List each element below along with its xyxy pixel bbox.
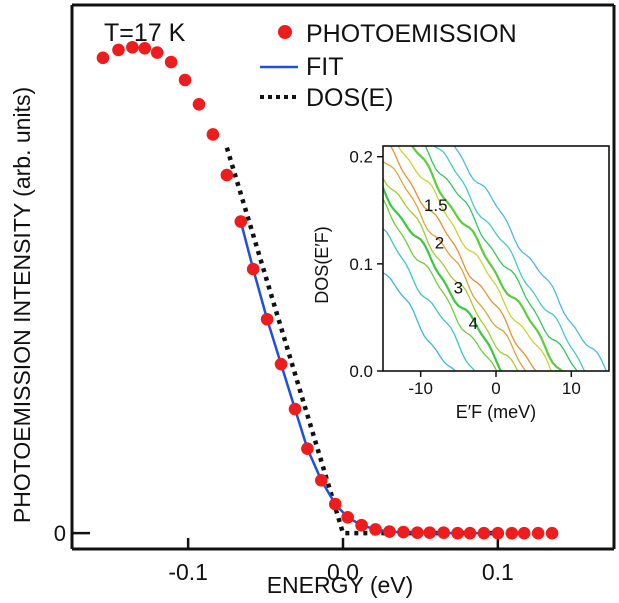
photoemission-point: [206, 128, 220, 141]
legend-marker-photoemission: [278, 25, 292, 39]
photoemission-point: [96, 51, 110, 65]
photoemission-point: [341, 511, 354, 524]
main-y-tick-label: 0: [54, 521, 66, 546]
photoemission-point: [491, 526, 505, 540]
main-x-tick-label: 0.1: [482, 559, 514, 585]
inset-background: [383, 146, 609, 371]
contour-line: [383, 227, 476, 371]
photoemission-point: [477, 526, 491, 540]
photoemission-point: [383, 525, 396, 538]
photoemission-point: [369, 523, 382, 536]
main-x-axis-label: ENERGY (eV): [267, 572, 414, 598]
inset-y-ticks: 0.0 0.1 0.2: [349, 148, 383, 381]
contour-line: [453, 146, 608, 371]
photoemission-point: [411, 526, 424, 539]
photoemission-point: [220, 168, 234, 182]
photoemission-point: [463, 526, 477, 540]
main-x-tick-label: 0.0: [327, 559, 359, 585]
photoemission-point: [328, 497, 342, 511]
contour-line: [383, 160, 527, 371]
photoemission-point: [423, 526, 437, 539]
contour-line: [397, 146, 552, 371]
contour-label: 2: [435, 233, 444, 252]
photoemission-point: [126, 40, 139, 54]
photoemission-point: [164, 55, 178, 69]
photoemission-point: [274, 357, 288, 371]
contour-line: [390, 146, 537, 371]
main-x-tick-label: -0.1: [168, 559, 208, 585]
main-x-ticks: -0.1 0.0 0.1: [168, 538, 514, 585]
contour-line: [383, 197, 498, 371]
photoemission-point: [288, 402, 302, 416]
inset-y-tick-label: 0.2: [349, 148, 373, 167]
photoemission-point: [178, 73, 192, 87]
legend: PHOTOEMISSION FIT DOS(E): [260, 20, 517, 112]
photoemission-point: [260, 312, 274, 326]
inset-x-tick-label: 10: [562, 379, 581, 398]
photoemission-point: [192, 97, 206, 111]
photoemission-point: [112, 43, 125, 57]
photoemission-point: [138, 42, 152, 55]
inset-contour-labels: 1.5 2 34: [424, 196, 478, 333]
contour-line: [383, 176, 519, 371]
inset-x-ticks: -10 0 10: [408, 371, 581, 398]
photoemission-point: [517, 526, 531, 540]
main-y-ticks: 0: [54, 521, 90, 546]
inset-y-tick-label: 0.1: [349, 255, 373, 274]
inset-x-tick-label: -10: [408, 379, 433, 398]
photoemission-point: [315, 474, 328, 487]
inset-x-axis-label: E′F (meV): [456, 402, 536, 422]
photoemission-series: [96, 40, 559, 540]
photoemission-point: [355, 518, 368, 532]
photoemission-point: [301, 442, 314, 455]
contour-label: 1.5: [424, 196, 448, 215]
photoemission-point: [246, 262, 260, 276]
photoemission-point: [437, 526, 450, 539]
photoemission-point: [397, 525, 410, 539]
photoemission-point: [505, 526, 519, 540]
contour-line: [383, 271, 456, 371]
photoemission-point: [234, 215, 248, 228]
legend-label-dos: DOS(E): [306, 84, 394, 112]
inset-x-tick-label: 0: [491, 379, 500, 398]
photoemission-point: [451, 526, 464, 540]
main-y-axis-label: PHOTOEMISSION INTENSITY (arb. units): [9, 87, 35, 523]
photoemission-point: [531, 526, 545, 540]
legend-label-fit: FIT: [306, 53, 344, 81]
contour-line: [432, 146, 586, 371]
contour-label: 4: [469, 314, 478, 333]
photoemission-point: [150, 46, 164, 59]
contour-line: [410, 146, 564, 371]
inset-contours: [383, 146, 608, 371]
inset-y-tick-label: 0.0: [349, 362, 373, 381]
photoemission-point: [545, 526, 559, 540]
contour-line: [383, 184, 503, 371]
inset-chart: -10 0 10 0.0 0.1 0.2 1.5 2 34 E′F (meV) DOS(E′…: [312, 145, 610, 422]
contour-line: [424, 146, 578, 371]
inset-y-axis-label: DOS(E′F): [312, 226, 332, 303]
contour-label: 3: [454, 278, 463, 297]
legend-label-photoemission: PHOTOEMISSION: [306, 20, 517, 48]
